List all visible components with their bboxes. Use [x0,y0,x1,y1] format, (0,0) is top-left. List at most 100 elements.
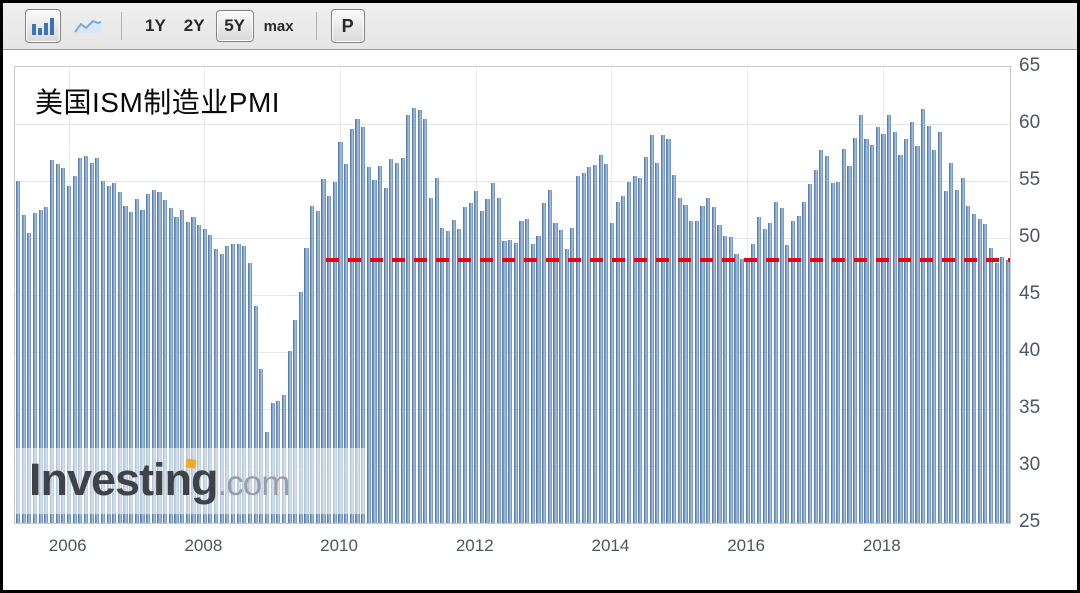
line-chart-type-button[interactable] [69,9,107,43]
pmi-bar [462,207,467,523]
pmi-bar [904,138,909,523]
pmi-bar [445,231,451,523]
pmi-bar [683,204,688,523]
pmi-bar [887,114,892,523]
pmi-bar [513,242,518,523]
pmi-bar [536,235,541,523]
pmi-bar [230,243,236,523]
pmi-bar [502,241,507,523]
pmi-bar [344,163,349,523]
pmi-bar [355,119,360,523]
pmi-bar [983,224,988,523]
pmi-bar [236,243,241,523]
pmi-bar [191,217,196,523]
pmi-bar [621,195,626,523]
range-button-1y[interactable]: 1Y [145,16,166,35]
pmi-bar [95,158,100,523]
pmi-bar [21,215,26,523]
x-axis-tick-label: 2010 [320,536,358,555]
x-axis-tick-label: 2014 [591,536,630,555]
logo-orange-dot [185,458,197,469]
range-button-max[interactable]: max [263,17,294,35]
h-gridline [15,295,1010,296]
pmi-bar [61,168,66,523]
pmi-bar [451,219,456,523]
pmi-bar [564,249,569,523]
pmi-bar [689,220,694,523]
pmi-bar [915,145,920,523]
pmi-bar [581,173,586,523]
bar-chart-type-button[interactable] [25,9,61,43]
h-gridline [15,466,1010,467]
pmi-bar [310,206,315,523]
range-button-5y-selected[interactable]: 5Y [215,10,254,42]
pmi-bar [609,223,615,523]
pmi-bar [491,183,496,523]
pmi-bar [106,185,111,523]
pmi-bar [338,142,343,523]
pmi-bar [824,155,829,523]
pmi-bar [756,217,762,523]
y-axis-tick-label: 45 [1019,283,1041,304]
pmi-bar [315,210,320,523]
range-button-2y[interactable]: 2Y [183,16,205,35]
pmi-bar [434,177,439,523]
pmi-bar [553,223,558,523]
pmi-bar [700,206,705,523]
pmi-bar [78,158,83,523]
pmi-bar [988,248,994,523]
pmi-bar [926,126,931,523]
chart-plot-area: 美国ISM制造业PMI Investing.com [14,66,1011,524]
logo-suffix-text: .com [217,464,291,503]
pmi-bar [790,220,796,523]
chart-toolbar: 1Y 2Y 5Y max P [3,3,1077,50]
h-gridline [15,409,1010,410]
pmi-bar [197,225,202,523]
pmi-bar [1005,259,1010,523]
pmi-bar [762,228,767,523]
pmi-bar [740,258,745,523]
pmi-bar [932,150,937,523]
bar-chart-icon [32,17,54,35]
pmi-bar [321,178,326,523]
pmi-bar [293,320,298,523]
pmi-bar [174,217,179,523]
h-gridline [15,181,1010,182]
pmi-bar [694,220,699,523]
pmi-bar [592,165,598,523]
pmi-bar [394,162,400,523]
pmi-bar [779,208,784,523]
pmi-bar [151,190,156,523]
pmi-bar [943,191,948,523]
pmi-bar [547,190,552,523]
pmi-bar [949,162,954,523]
pmi-bar [587,167,592,523]
x-axis-tick-label: 2006 [48,536,87,555]
pmi-bar [411,108,417,523]
pmi-bar [655,162,660,523]
pmi-bar [672,175,677,523]
pmi-bar [129,211,134,523]
pmi-bar [38,209,43,523]
pmi-bar [723,235,728,523]
pmi-bar [598,154,603,523]
pmi-bar [807,184,813,523]
pmi-bar [542,202,547,523]
pmi-bar [55,163,60,523]
pmi-bar [457,228,462,523]
toolbar-divider [121,12,122,40]
pmi-bar [875,127,880,523]
h-gridline [15,238,1010,239]
pmi-bar [213,249,219,523]
pmi-bar [140,209,145,523]
pmi-bar [247,263,253,523]
pmi-bar [400,158,405,523]
pmi-bar [711,207,716,523]
pmi-bar [830,183,835,523]
pmi-bar [185,222,190,523]
pmi-bar [898,154,903,523]
p-button[interactable]: P [330,9,365,43]
pmi-bar [378,166,383,523]
pmi-bar [287,350,292,523]
pmi-bar [146,193,151,523]
